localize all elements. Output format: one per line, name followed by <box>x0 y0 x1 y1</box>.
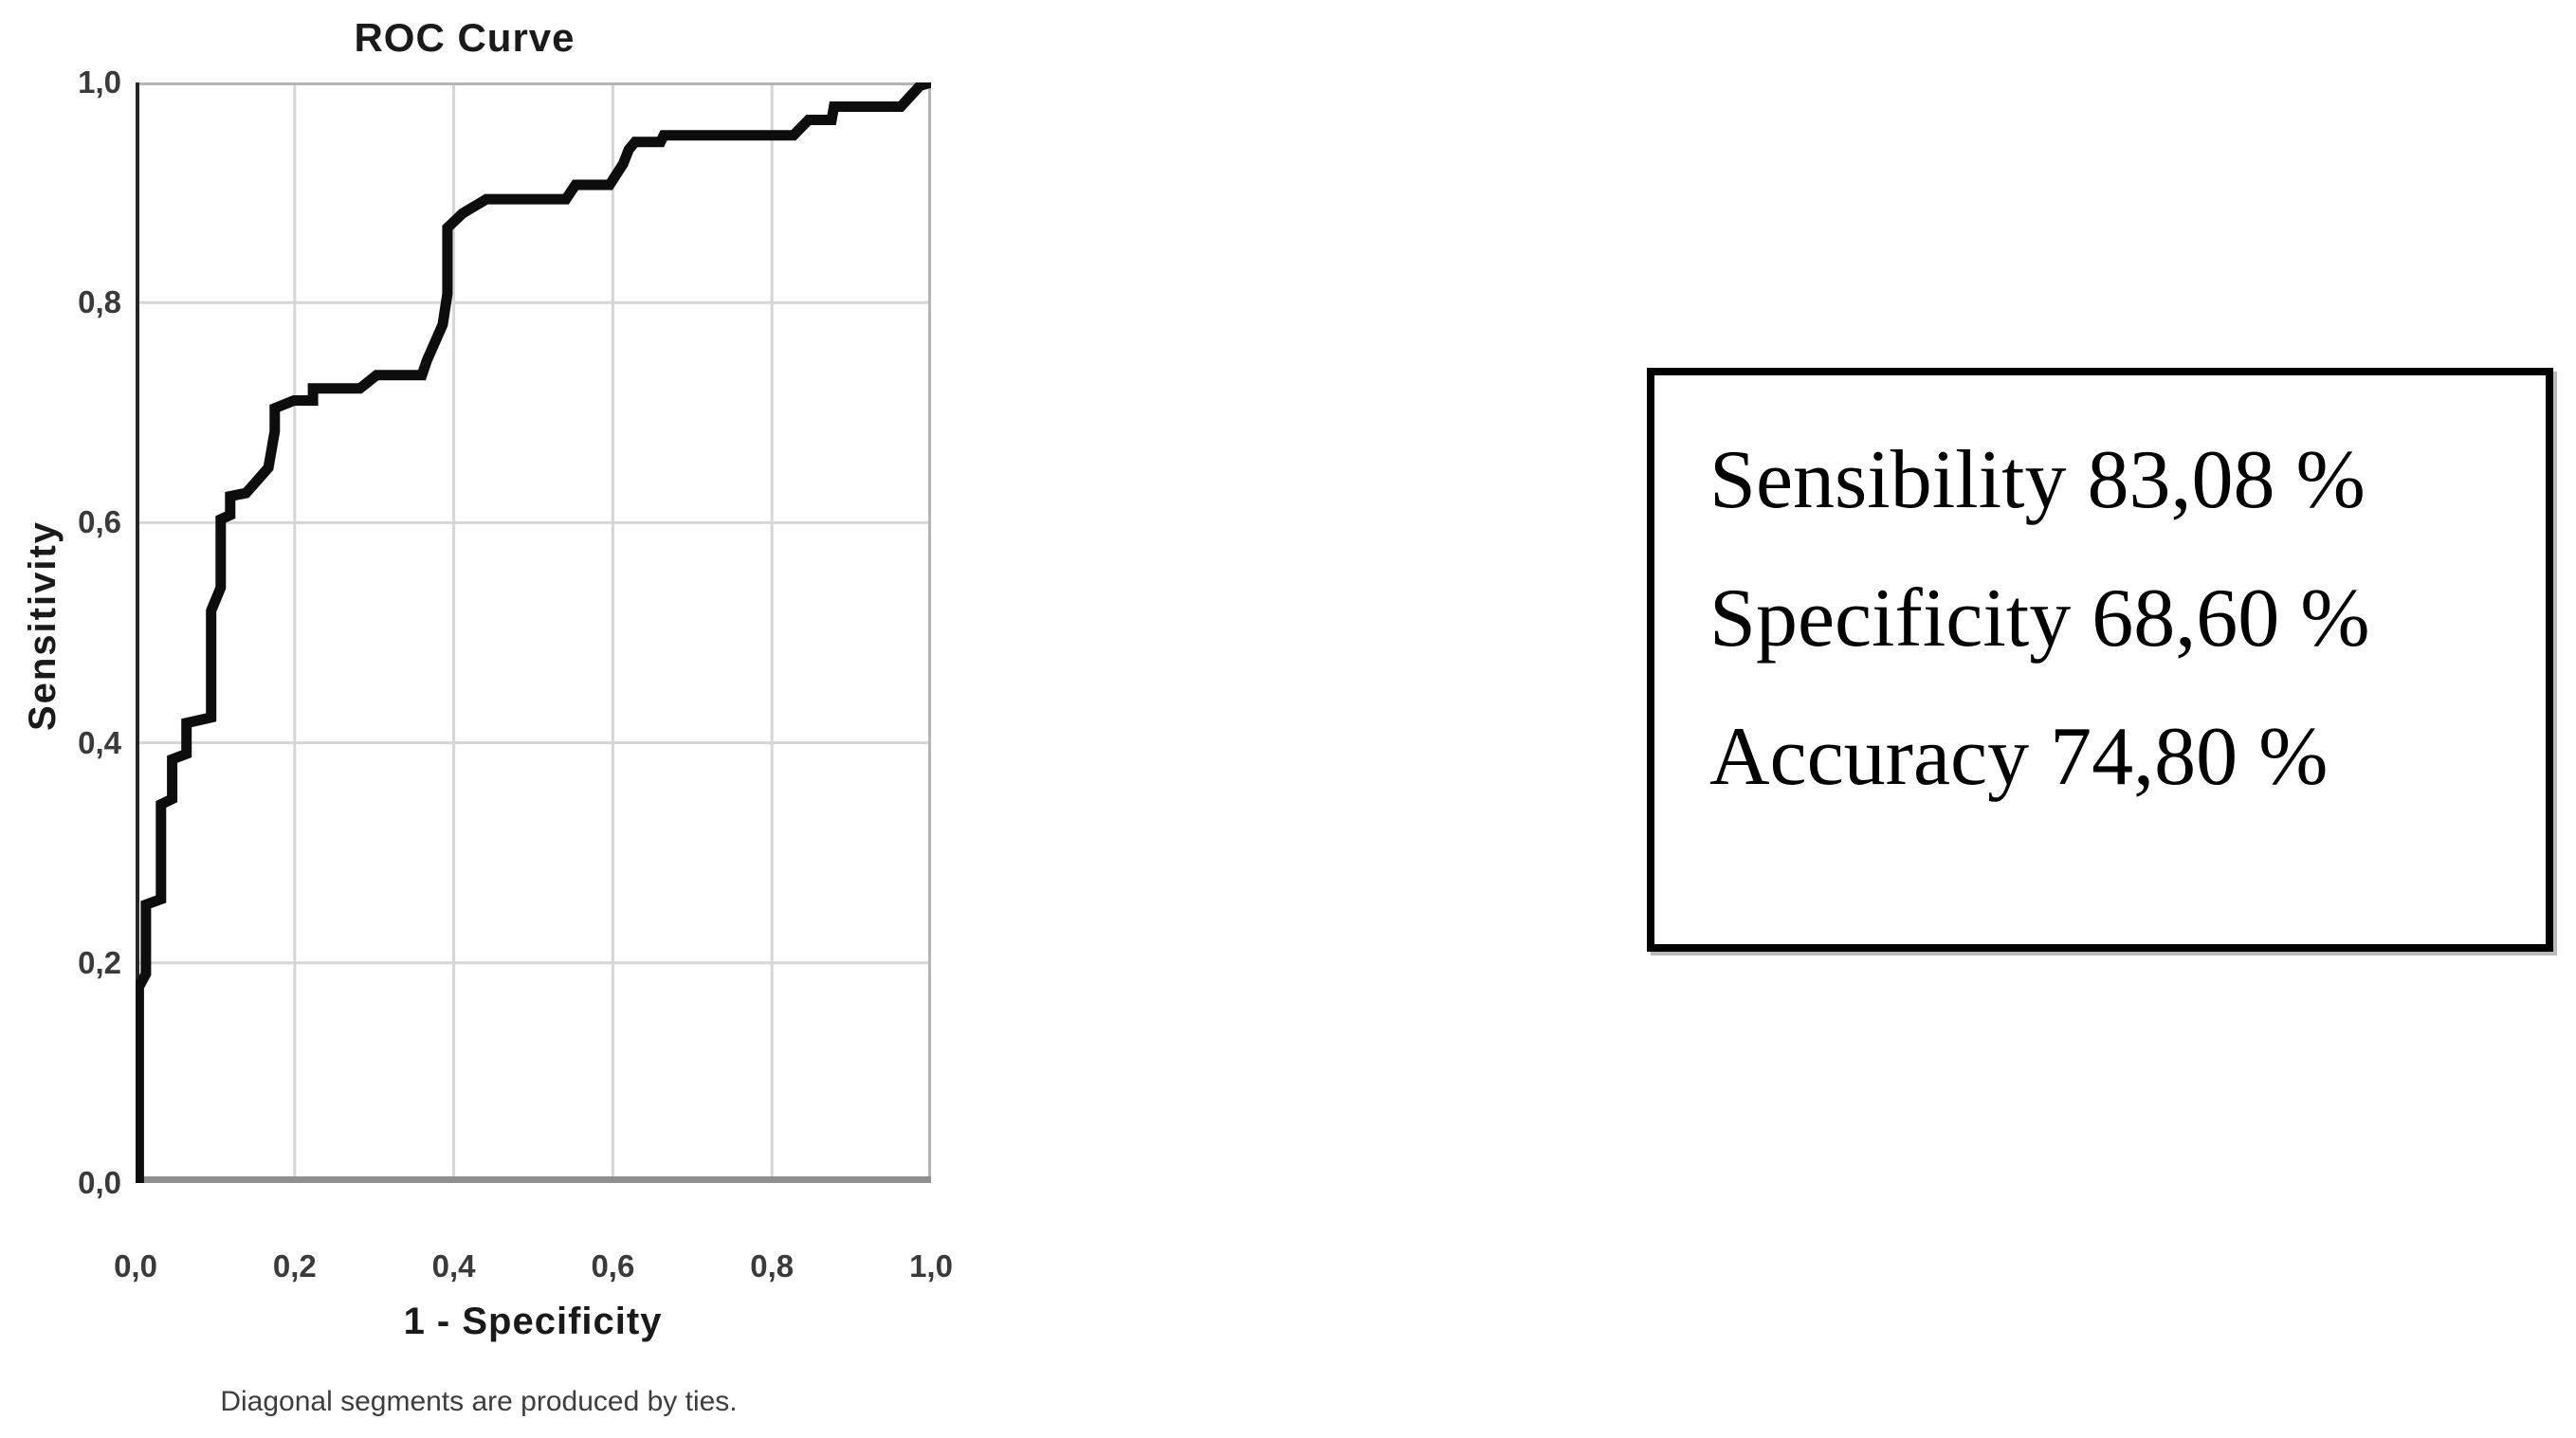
y-tick-label: 0,8 <box>78 284 121 320</box>
y-axis-title: Sensitivity <box>22 519 64 732</box>
x-axis-title: 1 - Specificity <box>403 1301 663 1342</box>
x-tick-label: 0,2 <box>272 1248 317 1283</box>
sensibility-line: Sensibility 83,08 % <box>1654 411 2546 550</box>
chart-title: ROC Curve <box>354 15 575 60</box>
specificity-value: 68,60 % <box>2092 573 2370 664</box>
roc-curve-plot-svg <box>136 82 931 1183</box>
accuracy-label: Accuracy <box>1709 711 2030 803</box>
plot-area <box>136 82 931 1183</box>
y-tick-label: 0,0 <box>78 1165 121 1200</box>
sensibility-value: 83,08 % <box>2087 434 2366 526</box>
roc-curve-line <box>136 82 931 1183</box>
y-tick-label: 0,2 <box>78 944 121 980</box>
x-tick-label: 0,8 <box>750 1248 795 1283</box>
x-tick-label: 1,0 <box>909 1248 953 1283</box>
y-tick-label: 0,4 <box>78 724 121 760</box>
specificity-label: Specificity <box>1709 573 2072 664</box>
metrics-box: Sensibility 83,08 % Specificity 68,60 % … <box>1647 368 2553 952</box>
x-tick-label: 0,6 <box>591 1248 635 1283</box>
specificity-line: Specificity 68,60 % <box>1654 550 2546 688</box>
y-tick-label: 1,0 <box>78 64 121 100</box>
y-tick-label: 0,6 <box>78 504 121 540</box>
x-tick-label: 0,0 <box>114 1248 157 1283</box>
sensibility-label: Sensibility <box>1709 434 2067 526</box>
x-tick-label: 0,4 <box>431 1248 476 1283</box>
chart-footnote: Diagonal segments are produced by ties. <box>220 1386 738 1417</box>
accuracy-line: Accuracy 74,80 % <box>1654 688 2546 827</box>
accuracy-value: 74,80 % <box>2050 711 2329 803</box>
